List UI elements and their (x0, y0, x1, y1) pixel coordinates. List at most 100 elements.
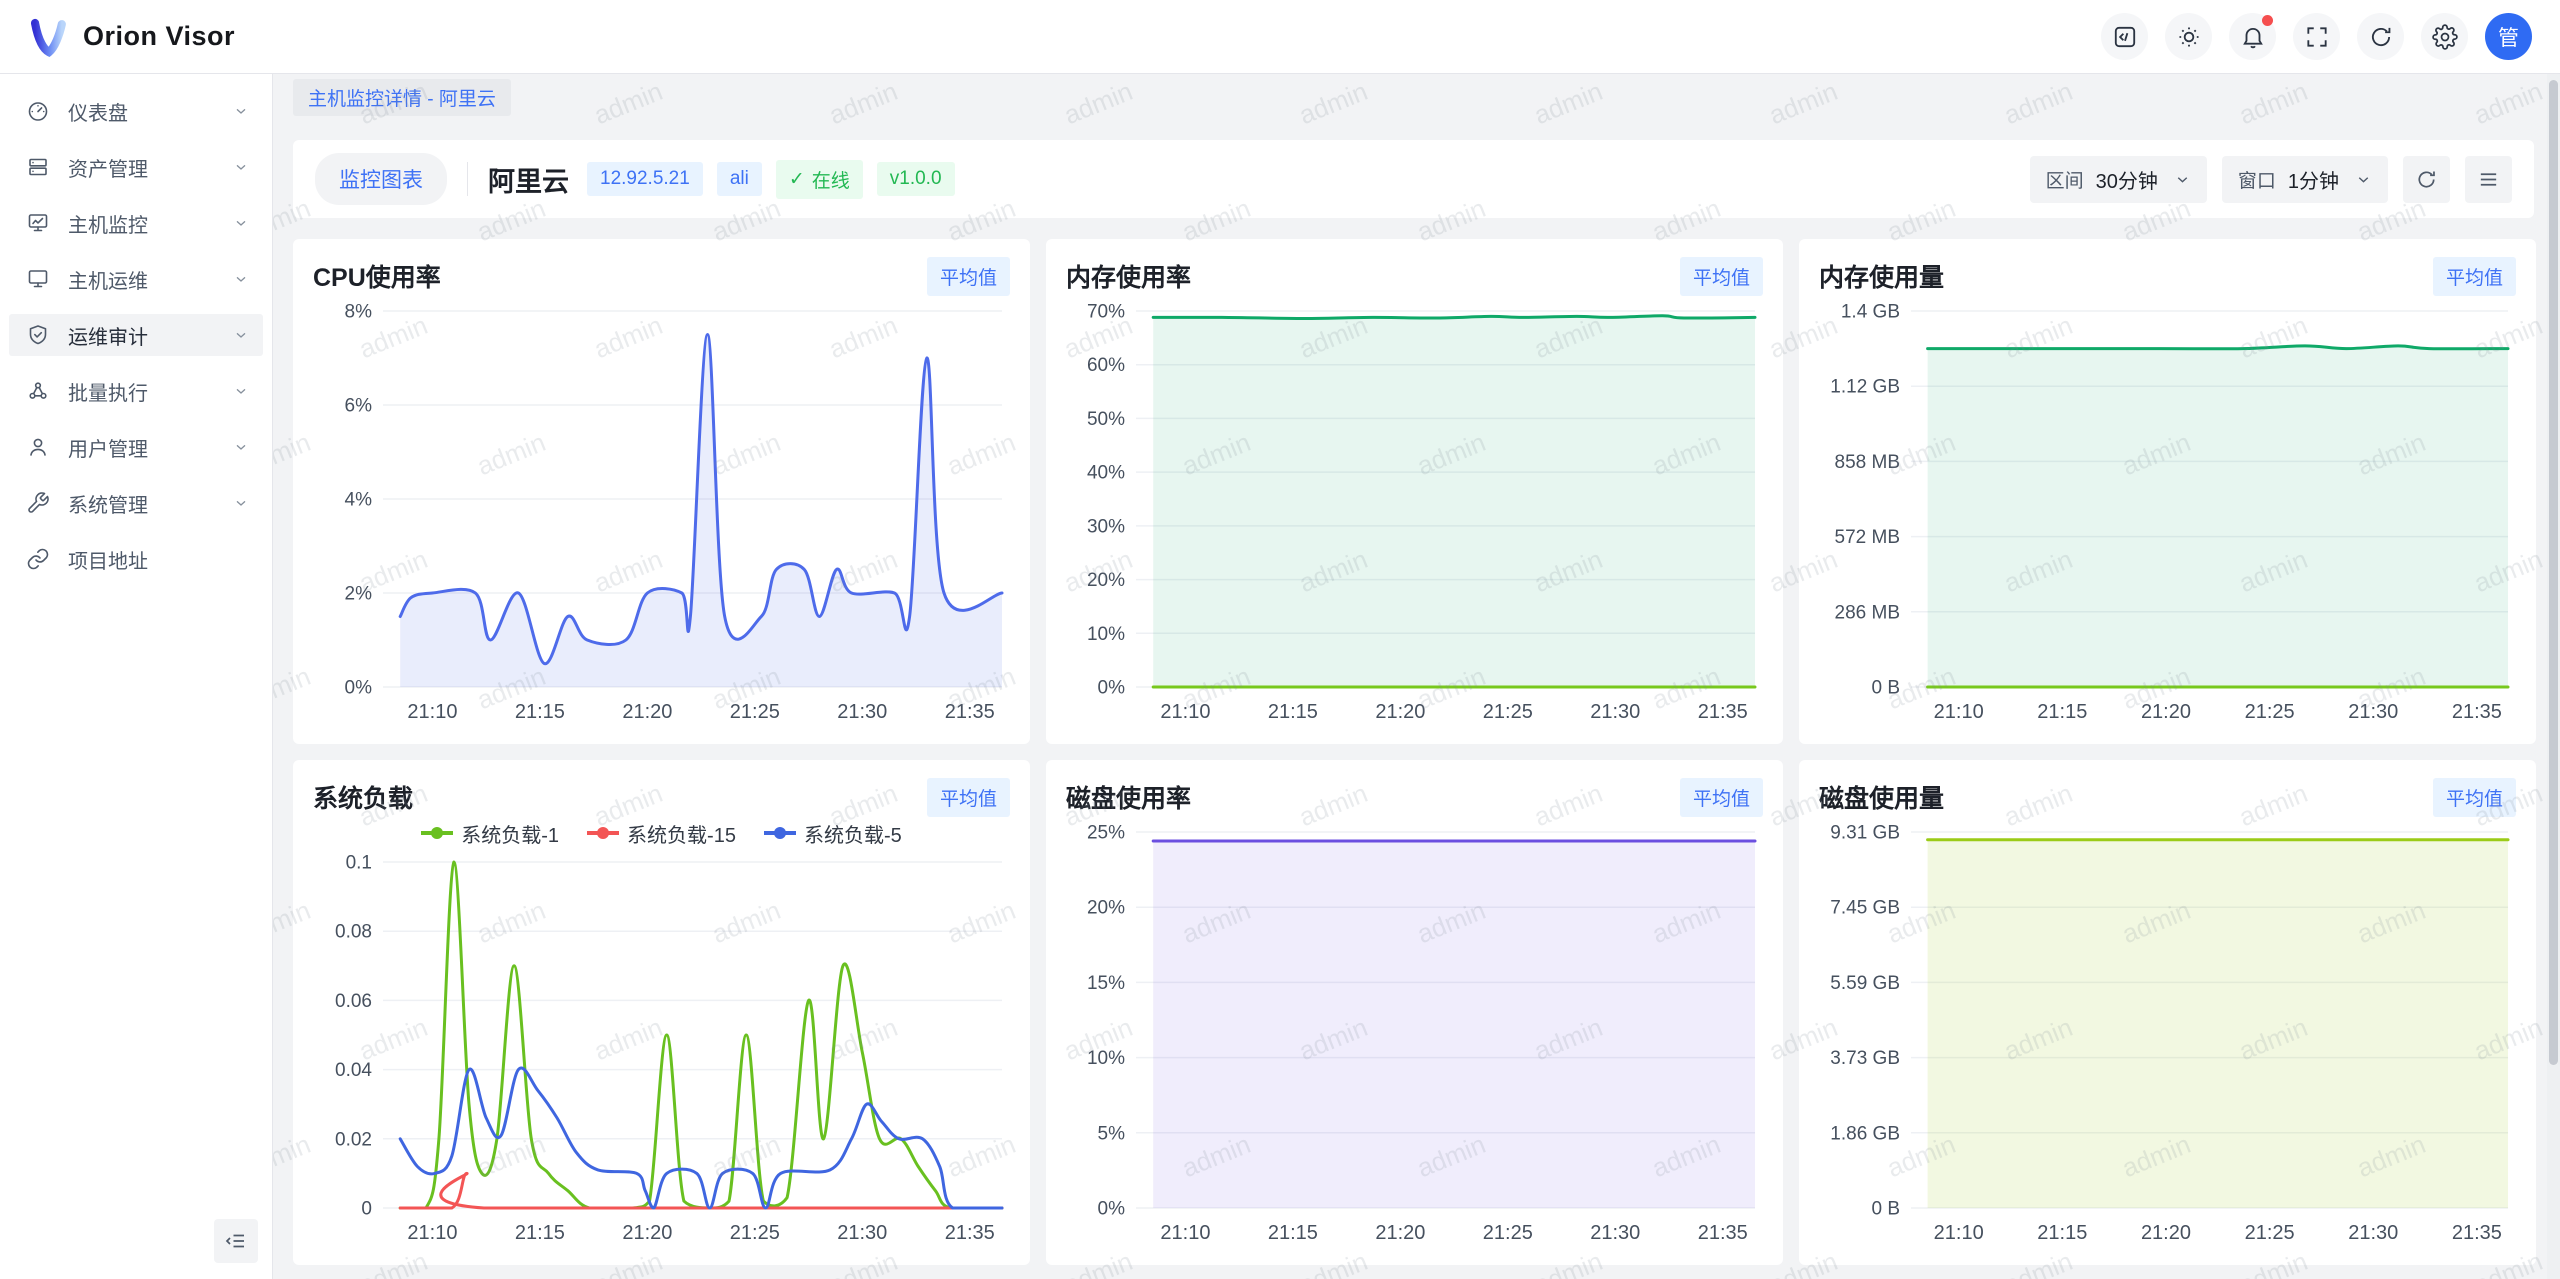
average-legend-badge[interactable]: 平均值 (1680, 257, 1763, 296)
sidebar-item-项目地址[interactable]: 项目地址 (9, 538, 263, 580)
avatar[interactable]: 管 (2485, 13, 2532, 60)
sidebar-item-主机运维[interactable]: 主机运维 (9, 258, 263, 300)
watermark-text: admin (825, 76, 902, 131)
chart-title: 磁盘使用率 (1066, 779, 1191, 815)
svg-text:286 MB: 286 MB (1835, 602, 1900, 623)
dashboard-icon (26, 98, 52, 124)
sidebar: 仪表盘资产管理主机监控主机运维运维审计批量执行用户管理系统管理项目地址 (0, 74, 273, 1279)
svg-text:21:35: 21:35 (2452, 1222, 2502, 1244)
svg-text:50%: 50% (1087, 409, 1125, 430)
chart-title: CPU使用率 (313, 258, 441, 294)
chevron-down-icon (2355, 171, 2372, 188)
watermark-text: admin (2470, 76, 2547, 131)
watermark-text: admin (2000, 76, 2077, 131)
system-mgmt-icon (26, 490, 52, 516)
interval-select[interactable]: 区间 30分钟 (2030, 156, 2207, 203)
fullscreen-icon[interactable] (2293, 13, 2340, 60)
disk-usage-rate-chart: 0%5%10%15%20%25%21:1021:1521:2021:2521:3… (1066, 818, 1763, 1248)
svg-text:30%: 30% (1087, 516, 1125, 537)
watermark-text: admin (1530, 76, 1607, 131)
notifications-icon[interactable] (2229, 13, 2276, 60)
svg-text:21:35: 21:35 (945, 701, 995, 723)
sidebar-item-主机监控[interactable]: 主机监控 (9, 202, 263, 244)
svg-text:0 B: 0 B (1871, 1199, 1900, 1220)
code-icon[interactable] (2101, 13, 2148, 60)
legend-item-系统负载-15[interactable]: 系统负载-15 (587, 819, 736, 848)
average-legend-badge[interactable]: 平均值 (927, 257, 1010, 296)
svg-text:21:35: 21:35 (945, 1222, 995, 1244)
tab-monitor-charts[interactable]: 监控图表 (315, 153, 447, 205)
sidebar-menu: 仪表盘资产管理主机监控主机运维运维审计批量执行用户管理系统管理项目地址 (0, 90, 272, 580)
average-legend-badge[interactable]: 平均值 (1680, 778, 1763, 817)
svg-text:10%: 10% (1087, 624, 1125, 645)
svg-text:60%: 60% (1087, 355, 1125, 376)
svg-text:25%: 25% (1087, 823, 1125, 844)
host-monitor-icon (26, 210, 52, 236)
navbar-actions: 管 (2101, 13, 2532, 60)
sidebar-item-系统管理[interactable]: 系统管理 (9, 482, 263, 524)
chart-card-memory-usage-amount: 内存使用量平均值 0 B286 MB572 MB858 MB1.12 GB1.4… (1799, 239, 2536, 744)
average-legend-badge[interactable]: 平均值 (927, 778, 1010, 817)
sidebar-collapse-button[interactable] (214, 1219, 258, 1263)
disk-usage-amount-chart: 0 B1.86 GB3.73 GB5.59 GB7.45 GB9.31 GB21… (1819, 818, 2516, 1248)
app-title: Orion Visor (83, 21, 235, 52)
chevron-down-icon (233, 271, 249, 287)
sidebar-item-label: 系统管理 (68, 489, 148, 518)
sidebar-item-label: 主机运维 (68, 265, 148, 294)
svg-text:21:30: 21:30 (837, 701, 887, 723)
user-mgmt-icon (26, 434, 52, 460)
settings-icon[interactable] (2421, 13, 2468, 60)
sidebar-item-label: 仪表盘 (68, 97, 128, 126)
theme-icon[interactable] (2165, 13, 2212, 60)
chart-layout-button[interactable] (2465, 156, 2512, 203)
chart-card-disk-usage-amount: 磁盘使用量 平均值 0 B1.86 GB3.73 GB5.59 GB7.45 GB… (1799, 760, 2536, 1265)
refresh-charts-button[interactable] (2403, 156, 2450, 203)
svg-text:21:20: 21:20 (622, 1222, 672, 1244)
average-legend-badge[interactable]: 平均值 (2433, 778, 2516, 817)
svg-text:8%: 8% (345, 302, 373, 323)
average-legend-badge[interactable]: 平均值 (2433, 257, 2516, 296)
window-select[interactable]: 窗口 1分钟 (2222, 156, 2388, 203)
chart-legend: 系统负载-1 系统负载-15 系统负载-5 (313, 818, 1010, 848)
main-content: 主机监控详情 - 阿里云 监控图表 阿里云 12.92.5.21 ali ✓在线… (273, 74, 2560, 1279)
chevron-down-icon (233, 327, 249, 343)
svg-text:20%: 20% (1087, 898, 1125, 919)
svg-text:21:25: 21:25 (1483, 701, 1533, 723)
sidebar-item-资产管理[interactable]: 资产管理 (9, 146, 263, 188)
refresh-icon[interactable] (2357, 13, 2404, 60)
memory-usage-rate-chart: 0%10%20%30%40%50%60%70%21:1021:1521:2021… (1066, 297, 1763, 727)
sidebar-item-批量执行[interactable]: 批量执行 (9, 370, 263, 412)
chart-card-system-load: 系统负载平均值 系统负载-1系统负载-15系统负载-5 00.020.040.0… (293, 760, 1030, 1265)
svg-text:0%: 0% (1098, 1199, 1126, 1220)
watermark-text: admin (2235, 76, 2312, 131)
svg-text:21:30: 21:30 (837, 1222, 887, 1244)
svg-text:1.12 GB: 1.12 GB (1830, 377, 1900, 398)
sidebar-item-用户管理[interactable]: 用户管理 (9, 426, 263, 468)
sidebar-item-label: 运维审计 (68, 321, 148, 350)
svg-text:40%: 40% (1087, 463, 1125, 484)
svg-text:21:15: 21:15 (1268, 701, 1318, 723)
host-name: 阿里云 (488, 160, 569, 199)
watermark-text: admin (1765, 76, 1842, 131)
svg-text:21:30: 21:30 (2348, 701, 2398, 723)
svg-text:21:10: 21:10 (407, 1222, 457, 1244)
sidebar-item-仪表盘[interactable]: 仪表盘 (9, 90, 263, 132)
legend-item-系统负载-5[interactable]: 系统负载-5 (764, 819, 902, 848)
svg-text:70%: 70% (1087, 302, 1125, 323)
sidebar-item-运维审计[interactable]: 运维审计 (9, 314, 263, 356)
scrollbar-thumb[interactable] (2549, 80, 2558, 1065)
chart-title: 磁盘使用量 (1819, 779, 1944, 815)
svg-text:21:20: 21:20 (2141, 701, 2191, 723)
svg-text:0.06: 0.06 (335, 991, 372, 1012)
breadcrumb[interactable]: 主机监控详情 - 阿里云 (293, 79, 511, 116)
legend-item-系统负载-1[interactable]: 系统负载-1 (421, 819, 559, 848)
chevron-down-icon (233, 215, 249, 231)
audit-shield-icon (26, 322, 52, 348)
svg-text:21:25: 21:25 (730, 1222, 780, 1244)
chevron-down-icon (233, 495, 249, 511)
memory-usage-amount-chart: 0 B286 MB572 MB858 MB1.12 GB1.4 GB21:102… (1819, 297, 2516, 727)
svg-text:6%: 6% (345, 396, 373, 417)
svg-text:21:35: 21:35 (1698, 701, 1748, 723)
chart-card-cpu-usage: CPU使用率平均值 0%2%4%6%8%21:1021:1521:2021:25… (293, 239, 1030, 744)
svg-text:1.4 GB: 1.4 GB (1841, 302, 1900, 323)
